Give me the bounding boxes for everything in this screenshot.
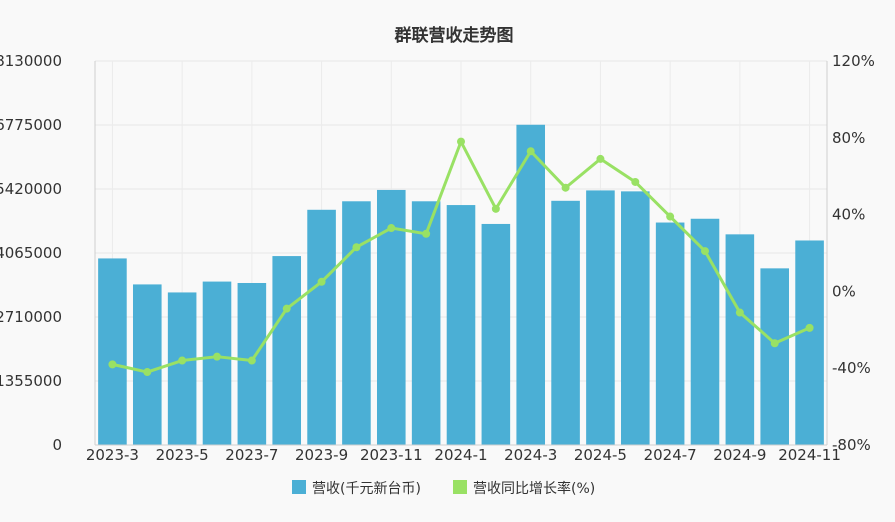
y-right-tick-label: -80% xyxy=(832,436,871,454)
growth-point xyxy=(491,204,500,213)
x-tick-label: 2024-9 xyxy=(713,446,766,464)
x-tick-label: 2024-5 xyxy=(574,446,627,464)
growth-point xyxy=(213,352,221,361)
growth-point xyxy=(631,177,640,186)
revenue-bar xyxy=(132,284,162,445)
legend-label: 营收同比增长率(%) xyxy=(473,480,595,497)
x-tick-label: 2024-1 xyxy=(434,446,487,464)
growth-point xyxy=(247,356,256,365)
legend-label: 营收(千元新台币) xyxy=(312,481,421,497)
growth-point xyxy=(387,224,396,233)
revenue-bar xyxy=(202,281,232,445)
growth-point xyxy=(457,137,465,146)
bar-series xyxy=(98,124,824,445)
x-tick-label: 2023-9 xyxy=(295,446,348,464)
x-tick-label: 2023-5 xyxy=(156,446,209,464)
growth-point xyxy=(352,243,361,252)
chart-title: 群联营收走势图 xyxy=(395,25,514,46)
legend-swatch xyxy=(453,480,467,494)
revenue-bar xyxy=(481,223,511,445)
growth-point xyxy=(282,304,291,313)
growth-point xyxy=(317,277,326,286)
x-tick-label: 2023-3 xyxy=(86,446,139,464)
growth-point xyxy=(596,154,605,163)
y-left-tick-label: 2710000 xyxy=(0,308,62,326)
growth-point xyxy=(526,147,535,156)
legend-swatch xyxy=(292,480,306,494)
revenue-bar xyxy=(411,201,441,445)
x-tick-label: 2023-7 xyxy=(225,446,278,464)
revenue-bar xyxy=(446,205,476,445)
axes: 0 1355000 2710000 4065000 5420000 6775000 8130… xyxy=(0,52,875,464)
y-left-tick-label: 0 xyxy=(52,436,62,454)
growth-point xyxy=(805,323,814,332)
y-right-tick-label: 120% xyxy=(832,52,875,70)
y-right-tick-label: -40% xyxy=(832,359,871,377)
growth-point xyxy=(143,368,152,377)
x-tick-label: 2024-7 xyxy=(644,446,697,464)
growth-point xyxy=(770,339,779,348)
growth-point xyxy=(666,212,675,221)
x-tick-label: 2024-11 xyxy=(778,446,841,464)
revenue-bar xyxy=(342,201,371,445)
revenue-bar xyxy=(655,222,685,445)
y-right-tick-label: 80% xyxy=(832,129,865,147)
x-tick-label: 2023-11 xyxy=(360,446,423,464)
growth-point xyxy=(735,308,744,317)
revenue-bar xyxy=(272,256,302,445)
revenue-bar xyxy=(586,190,615,445)
revenue-bar xyxy=(760,268,790,445)
revenue-bar xyxy=(307,209,336,445)
revenue-bar xyxy=(516,124,546,445)
revenue-bar xyxy=(167,292,197,445)
y-right-tick-label: 40% xyxy=(832,206,865,224)
revenue-bar xyxy=(620,191,650,445)
line-series xyxy=(108,137,814,377)
y-right-tick-label: 0% xyxy=(832,282,856,300)
revenue-bar xyxy=(551,200,580,445)
y-left-tick-label: 1355000 xyxy=(0,372,62,390)
growth-point xyxy=(178,356,187,365)
growth-point xyxy=(422,229,431,238)
growth-point xyxy=(561,183,570,192)
revenue-bar xyxy=(98,258,127,445)
growth-point xyxy=(701,247,709,256)
x-tick-label: 2024-3 xyxy=(504,446,557,464)
y-left-tick-label: 8130000 xyxy=(0,52,62,70)
growth-point xyxy=(108,360,117,369)
y-left-tick-label: 6775000 xyxy=(0,116,62,134)
y-left-tick-label: 4065000 xyxy=(0,244,62,262)
y-left-tick-label: 5420000 xyxy=(0,180,62,198)
revenue-bar xyxy=(725,234,755,445)
legend: 营收(千元新台币) 营收同比增长率(%) xyxy=(292,480,595,497)
revenue-bar xyxy=(690,218,720,445)
revenue-bar xyxy=(795,240,824,445)
